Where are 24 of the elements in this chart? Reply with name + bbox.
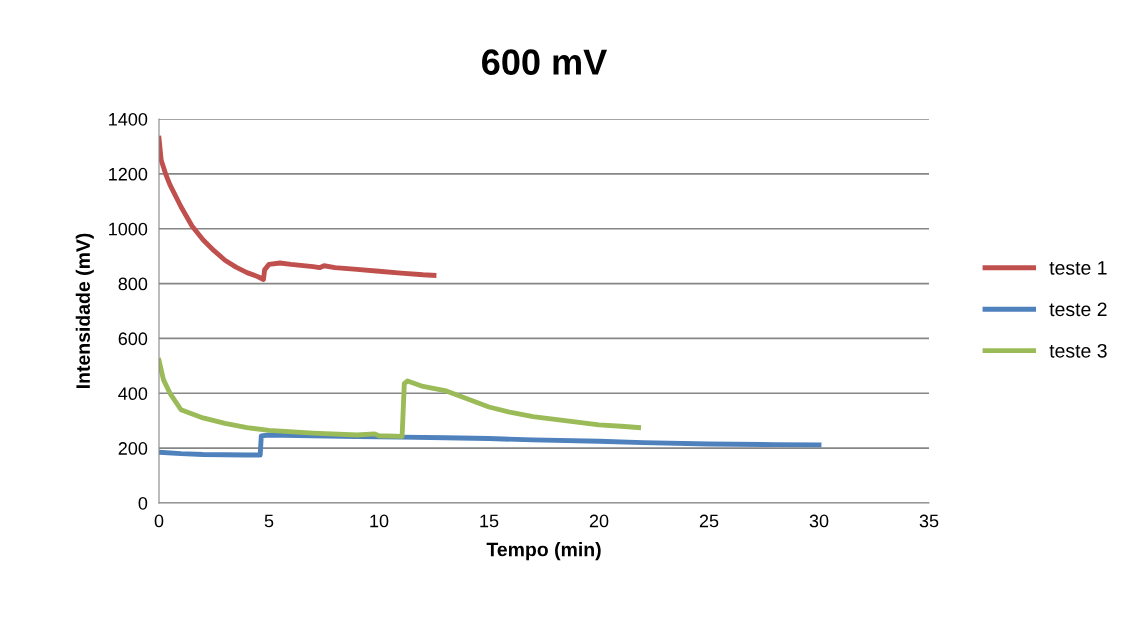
x-tick-label: 15 [480,514,499,528]
x-tick-label: 25 [699,514,719,528]
x-tick-label: 20 [589,514,609,528]
x-tick-label: 5 [264,514,274,528]
x-axis-title: Tempo (min) [486,542,601,561]
x-tick-label: 0 [154,514,164,528]
y-tick-label: 200 [118,442,148,455]
x-tick-label: 10 [370,514,389,528]
y-tick-label: 800 [118,277,148,291]
x-tick-label: 30 [809,514,829,528]
line-series [159,357,642,439]
chart-title: 600 mV [482,49,607,75]
y-tick-label: 600 [118,332,148,346]
legend-label: teste 1 [1049,261,1107,275]
y-tick-label: 400 [118,387,148,401]
line-series [159,135,437,282]
legend-label: teste 3 [1049,343,1107,358]
y-tick-label: 1000 [109,222,148,236]
legend-label: teste 2 [1049,302,1107,317]
x-tick-label: 35 [919,514,939,528]
y-tick-label: 0 [138,496,148,510]
y-axis-title: Intensidade (mV) [75,233,94,389]
y-tick-label: 1400 [109,112,148,126]
y-tick-label: 1200 [109,167,148,181]
